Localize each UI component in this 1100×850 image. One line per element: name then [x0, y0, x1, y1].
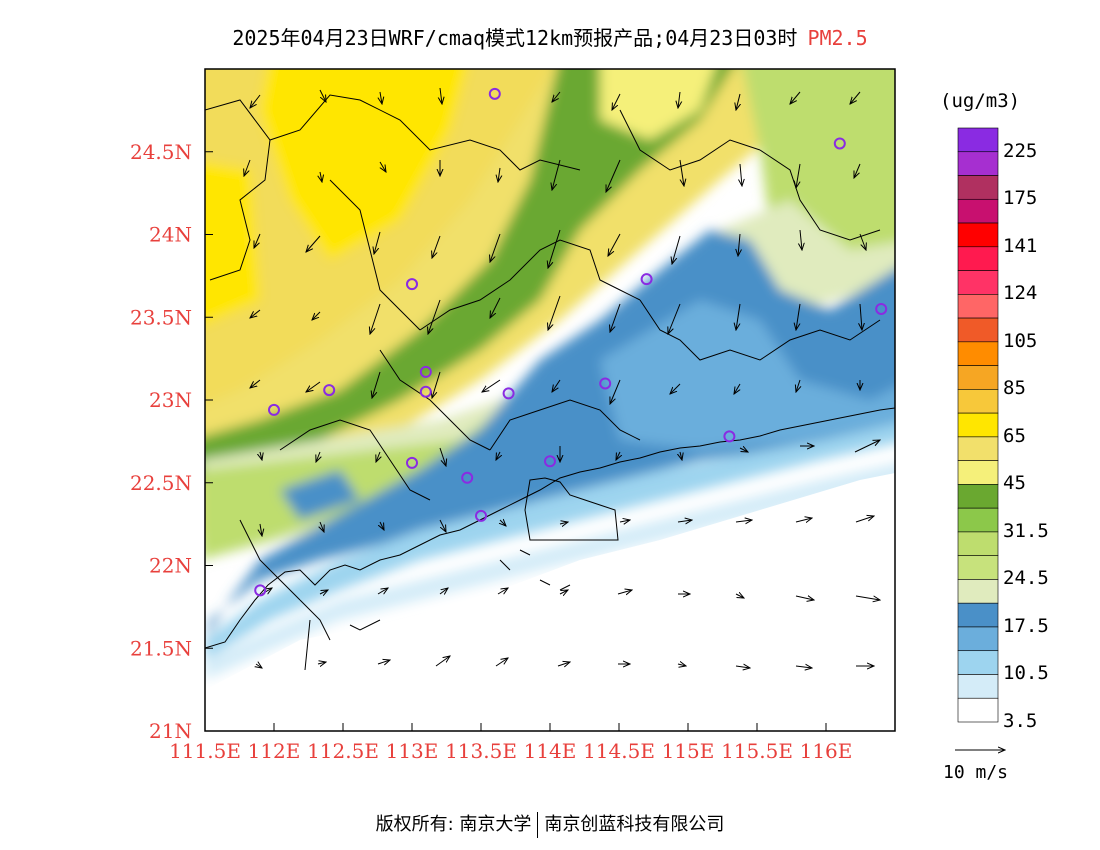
- legend-color-box: [957, 294, 999, 319]
- lat-label: 24.5N: [130, 140, 192, 164]
- lon-label: 113E: [386, 739, 439, 763]
- station-marker: [502, 387, 515, 400]
- legend-color-box: [957, 436, 999, 461]
- station-marker: [640, 273, 653, 286]
- legend-color-box: [957, 341, 999, 366]
- footer-separator: [537, 812, 539, 838]
- legend-color-box: [957, 151, 999, 176]
- legend-label: 141: [1003, 234, 1038, 257]
- copyright-footer: 版权所有: 南京大学 南京创蓝科技有限公司: [0, 810, 1100, 838]
- lon-label: 114E: [524, 739, 577, 763]
- color-legend: [957, 127, 999, 723]
- lat-label: 21N: [149, 719, 192, 743]
- pm25-field: [205, 69, 895, 731]
- station-marker: [488, 87, 501, 100]
- lon-label: 112E: [248, 739, 301, 763]
- lon-label: 116E: [800, 739, 853, 763]
- lon-label: 114.5E: [583, 739, 655, 763]
- station-marker: [323, 384, 336, 397]
- legend-color-box: [957, 270, 999, 295]
- title-text: 2025年04月23日WRF/cmaq模式12km预报产品;04月23日03时: [232, 26, 798, 50]
- legend-color-box: [957, 365, 999, 390]
- legend-color-box: [957, 460, 999, 485]
- legend-unit: (ug/m3): [940, 90, 1021, 112]
- station-marker: [268, 403, 280, 416]
- lat-label: 21.5N: [130, 636, 192, 660]
- legend-color-box: [957, 198, 999, 224]
- longitude-axis: 111.5E 112E 112.5E 113E 113.5E 114E 114.5E 115E…: [169, 723, 852, 763]
- station-marker: [406, 278, 418, 291]
- legend-color-box: [957, 531, 999, 556]
- lon-label: 115.5E: [721, 739, 793, 763]
- station-marker: [475, 509, 487, 522]
- station-marker: [419, 385, 432, 398]
- wind-reference-label: 10 m/s: [943, 762, 1009, 783]
- copyright-owner: 版权所有: 南京大学: [375, 814, 532, 835]
- lon-label: 115E: [662, 739, 715, 763]
- legend-color-box: [957, 507, 999, 533]
- legend-color-box: [957, 246, 999, 271]
- station-marker: [461, 471, 474, 484]
- legend-color-box: [957, 555, 999, 580]
- legend-label: 45: [1003, 472, 1026, 495]
- legend-color-box: [957, 484, 999, 509]
- legend-label: 24.5: [1003, 567, 1049, 590]
- legend-label: 85: [1003, 377, 1026, 400]
- legend-color-box: [957, 602, 999, 628]
- legend-label: 31.5: [1003, 519, 1049, 542]
- station-marker: [875, 302, 888, 315]
- legend-label: 65: [1003, 424, 1026, 447]
- legend-color-box: [957, 412, 999, 438]
- legend-label: 175: [1003, 187, 1038, 210]
- lat-label: 24N: [149, 223, 192, 247]
- latitude-axis: 24.5N 24N 23.5N 23N 22.5N 22N 21.5N 21N: [130, 140, 213, 743]
- legend-label: 17.5: [1003, 614, 1049, 637]
- station-marker: [833, 137, 846, 150]
- station-marker: [406, 456, 418, 469]
- company-name: 南京创蓝科技有限公司: [544, 814, 725, 835]
- station-marker: [599, 377, 612, 390]
- legend-color-box: [957, 674, 999, 699]
- legend-color-box: [957, 389, 999, 414]
- lon-label: 113.5E: [445, 739, 517, 763]
- lat-label: 22.5N: [130, 471, 192, 495]
- legend-label: 225: [1003, 139, 1038, 162]
- station-marker: [254, 584, 267, 597]
- legend-color-box: [957, 317, 999, 343]
- legend-label: 105: [1003, 329, 1038, 352]
- map-title: 2025年04月23日WRF/cmaq模式12km预报产品;04月23日03时 P…: [0, 22, 1100, 51]
- lat-label: 23N: [149, 388, 192, 412]
- lat-label: 23.5N: [130, 305, 192, 329]
- pollutant-label: PM2.5: [807, 26, 868, 50]
- station-marker: [419, 365, 432, 378]
- legend-color-box: [957, 650, 999, 675]
- lon-label: 111.5E: [169, 739, 241, 763]
- monitoring-stations: [254, 87, 888, 597]
- legend-color-box: [957, 697, 999, 723]
- lat-label: 22N: [149, 554, 192, 578]
- legend-color-box: [957, 626, 999, 652]
- legend-color-box: [957, 579, 999, 604]
- legend-label: 10.5: [1003, 662, 1049, 685]
- legend-color-box: [957, 222, 999, 248]
- station-marker: [723, 430, 736, 443]
- legend-color-box: [957, 127, 999, 153]
- lon-label: 112.5E: [307, 739, 379, 763]
- legend-label: 124: [1003, 282, 1038, 305]
- legend-color-box: [957, 175, 999, 200]
- legend-label: 3.5: [1003, 710, 1038, 732]
- station-marker: [544, 455, 556, 468]
